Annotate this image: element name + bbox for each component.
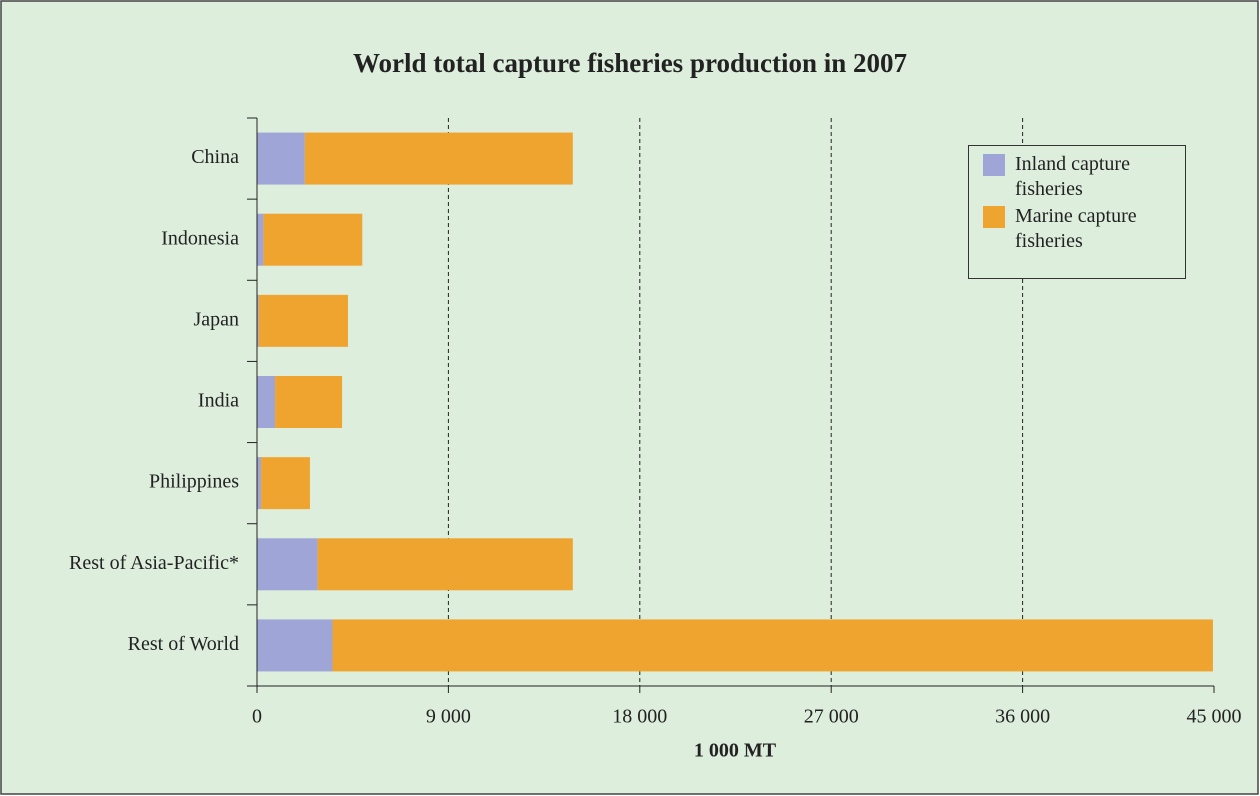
bar-segment	[261, 457, 310, 510]
bar-segment	[332, 619, 1213, 672]
bar-segment	[257, 538, 318, 591]
x-tick-label: 45 000	[1187, 706, 1242, 728]
bar-segment	[263, 213, 363, 266]
bar-segment	[257, 294, 259, 347]
bar-segment	[257, 213, 264, 266]
legend-swatch	[983, 206, 1005, 228]
legend-label: Marine capture fisheries	[1015, 205, 1137, 252]
x-axis-label: 1 000 MT	[694, 740, 777, 762]
bar-segment	[258, 294, 349, 347]
x-tick-label: 27 000	[804, 706, 859, 728]
bar-segment	[317, 538, 573, 591]
bar-segment	[257, 457, 262, 510]
bar-segment	[275, 376, 343, 428]
legend-item: Inland capture fisheries	[983, 152, 1185, 202]
legend-label: Inland capture fisheries	[1015, 153, 1130, 200]
y-tick-label: India	[198, 390, 239, 412]
y-tick-label: Rest of World	[128, 633, 239, 655]
x-tick-label: 36 000	[995, 706, 1050, 728]
x-tick-label: 18 000	[612, 706, 667, 728]
bar-segment	[257, 376, 276, 428]
y-tick-label: China	[191, 146, 239, 168]
y-tick-label: Philippines	[149, 471, 239, 493]
x-tick-label: 0	[252, 706, 262, 728]
legend-swatch	[983, 154, 1005, 176]
y-tick-label: Japan	[193, 308, 239, 330]
chart-title: World total capture fisheries production…	[353, 48, 907, 78]
y-tick-label: Indonesia	[161, 227, 239, 249]
legend: Inland capture fisheries Marine capture f…	[968, 145, 1186, 279]
bar-segment	[304, 132, 573, 185]
legend-item: Marine capture fisheries	[983, 204, 1185, 254]
bar-segment	[257, 619, 333, 672]
y-tick-label: Rest of Asia-Pacific*	[69, 552, 239, 574]
bar-segment	[257, 132, 305, 185]
x-tick-label: 9 000	[426, 706, 471, 728]
